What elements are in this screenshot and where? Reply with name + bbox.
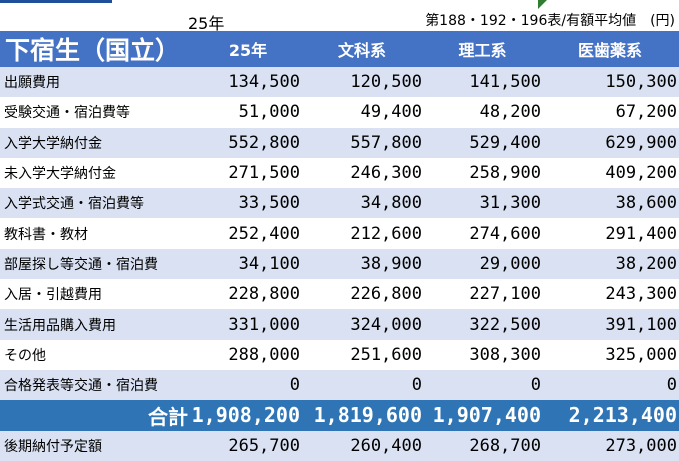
- selection-indicator: [0, 0, 112, 3]
- value-cell[interactable]: 258,900: [469, 163, 541, 184]
- value-cell[interactable]: 0: [289, 375, 300, 396]
- value-cell[interactable]: 38,200: [615, 253, 677, 274]
- table-row: 受験交通・宿泊費等 51,000 49,400 48,200 67,200: [0, 97, 679, 128]
- value-cell[interactable]: 228,800: [228, 284, 300, 305]
- row-label-cell[interactable]: 出願費用: [4, 75, 60, 92]
- value-cell[interactable]: 1,907,400: [432, 403, 541, 428]
- value-cell[interactable]: 557,800: [350, 132, 422, 153]
- row-label-cell[interactable]: 未入学大学納付金: [4, 166, 116, 183]
- sheet-top-strip: 25年 第188・192・196表/有額平均値 (円): [0, 0, 679, 33]
- later-payment-row: 後期納付予定額 265,700 260,400 268,700 273,000: [0, 430, 679, 461]
- value-cell[interactable]: 252,400: [228, 223, 300, 244]
- value-cell[interactable]: 38,900: [360, 253, 422, 274]
- value-cell[interactable]: 274,600: [469, 223, 541, 244]
- row-label-cell[interactable]: 後期納付予定額: [4, 438, 102, 455]
- value-cell[interactable]: 31,300: [479, 193, 541, 214]
- column-header-bunka[interactable]: 文科系: [337, 41, 386, 60]
- year-label: 25年: [188, 14, 225, 33]
- value-cell[interactable]: 246,300: [350, 163, 422, 184]
- value-cell[interactable]: 0: [530, 375, 541, 396]
- value-cell[interactable]: 1,908,200: [191, 403, 300, 428]
- table-row: 未入学大学納付金 271,500 246,300 258,900 409,200: [0, 157, 679, 189]
- row-label-cell[interactable]: 教科書・教材: [4, 226, 88, 243]
- cell-comment-marker-icon: [538, 0, 547, 9]
- value-cell[interactable]: 288,000: [228, 344, 300, 365]
- row-label-cell[interactable]: 生活用品購入費用: [4, 317, 116, 334]
- row-label-cell[interactable]: 入学式交通・宿泊費等: [4, 196, 144, 213]
- value-cell[interactable]: 260,400: [350, 435, 422, 456]
- value-cell[interactable]: 0: [411, 375, 422, 396]
- table-row: 入居・引越費用 228,800 226,800 227,100 243,300: [0, 279, 679, 310]
- value-cell[interactable]: 251,600: [350, 344, 422, 365]
- row-label-cell[interactable]: 部屋探し等交通・宿泊費: [4, 256, 158, 273]
- value-cell[interactable]: 391,100: [605, 314, 677, 335]
- value-cell[interactable]: 409,200: [605, 163, 677, 184]
- value-cell[interactable]: 51,000: [238, 102, 300, 123]
- value-cell[interactable]: 629,900: [605, 132, 677, 153]
- table-row: 入学大学納付金 552,800 557,800 529,400 629,900: [0, 127, 679, 158]
- value-cell[interactable]: 48,200: [479, 102, 541, 123]
- value-cell[interactable]: 529,400: [469, 132, 541, 153]
- value-cell[interactable]: 67,200: [615, 102, 677, 123]
- row-label-cell[interactable]: 合計: [148, 404, 188, 429]
- table-row: 教科書・教材 252,400 212,600 274,600 291,400: [0, 218, 679, 249]
- value-cell[interactable]: 49,400: [360, 102, 422, 123]
- value-cell[interactable]: 331,000: [228, 314, 300, 335]
- table-title[interactable]: 下宿生（国立）: [5, 36, 181, 65]
- total-row: 合計 1,908,200 1,819,600 1,907,400 2,213,400: [0, 400, 679, 431]
- table-row: その他 288,000 251,600 308,300 325,000: [0, 339, 679, 370]
- value-cell[interactable]: 325,000: [605, 344, 677, 365]
- value-cell[interactable]: 29,000: [479, 253, 541, 274]
- value-cell[interactable]: 141,500: [469, 72, 541, 93]
- table-row: 合格発表等交通・宿泊費 0 0 0 0: [0, 370, 679, 401]
- value-cell[interactable]: 2,213,400: [568, 403, 677, 428]
- table-row: 入学式交通・宿泊費等 33,500 34,800 31,300 38,600: [0, 188, 679, 219]
- value-cell[interactable]: 227,100: [469, 284, 541, 305]
- value-cell[interactable]: 273,000: [605, 435, 677, 456]
- value-cell[interactable]: 268,700: [469, 435, 541, 456]
- value-cell[interactable]: 34,100: [238, 253, 300, 274]
- value-cell[interactable]: 150,300: [605, 72, 677, 93]
- row-label-cell[interactable]: 合格発表等交通・宿泊費: [4, 378, 158, 395]
- column-header-ishiyaku[interactable]: 医歯薬系: [577, 41, 642, 60]
- value-cell[interactable]: 38,600: [615, 193, 677, 214]
- row-label-cell[interactable]: 入居・引越費用: [4, 287, 102, 304]
- table-row: 部屋探し等交通・宿泊費 34,100 38,900 29,000 38,200: [0, 248, 679, 280]
- column-header-riko[interactable]: 理工系: [458, 41, 507, 60]
- table-row: 生活用品購入費用 331,000 324,000 322,500 391,100: [0, 309, 679, 340]
- row-label-cell[interactable]: 入学大学納付金: [4, 135, 102, 152]
- column-header-25nen[interactable]: 25年: [228, 41, 268, 60]
- value-cell[interactable]: 324,000: [350, 314, 422, 335]
- value-cell[interactable]: 134,500: [228, 72, 300, 93]
- value-cell[interactable]: 226,800: [350, 284, 422, 305]
- value-cell[interactable]: 212,600: [350, 223, 422, 244]
- value-cell[interactable]: 308,300: [469, 344, 541, 365]
- row-label-cell[interactable]: 受験交通・宿泊費等: [4, 105, 130, 122]
- row-label-cell[interactable]: その他: [4, 347, 46, 364]
- value-cell[interactable]: 322,500: [469, 314, 541, 335]
- value-cell[interactable]: 1,819,600: [313, 403, 422, 428]
- value-cell[interactable]: 271,500: [228, 163, 300, 184]
- value-cell[interactable]: 120,500: [350, 72, 422, 93]
- table-header-row: 下宿生（国立） 25年 文科系 理工系 医歯薬系: [0, 31, 679, 67]
- table-row: 出願費用 134,500 120,500 141,500 150,300: [0, 67, 679, 98]
- value-cell[interactable]: 265,700: [228, 435, 300, 456]
- value-cell[interactable]: 33,500: [238, 193, 300, 214]
- source-note: 第188・192・196表/有額平均値 (円): [425, 13, 675, 29]
- value-cell[interactable]: 552,800: [228, 132, 300, 153]
- value-cell[interactable]: 0: [666, 375, 677, 396]
- value-cell[interactable]: 291,400: [605, 223, 677, 244]
- value-cell[interactable]: 34,800: [360, 193, 422, 214]
- value-cell[interactable]: 243,300: [605, 284, 677, 305]
